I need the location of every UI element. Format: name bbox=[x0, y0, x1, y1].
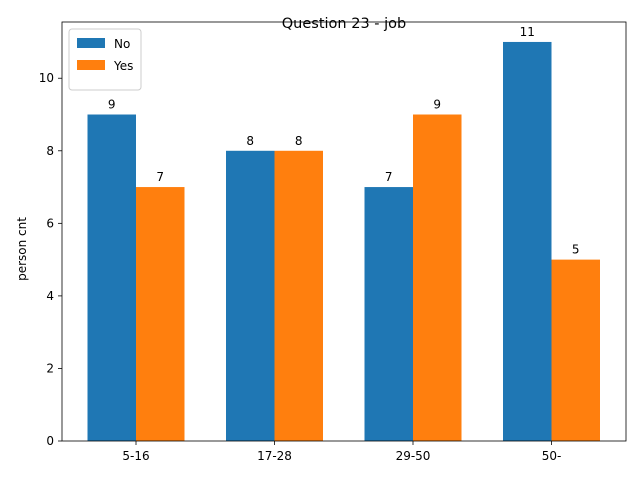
bar-no-1 bbox=[87, 114, 136, 441]
plot-frame bbox=[61, 21, 627, 442]
bar-yes-2 bbox=[274, 150, 323, 441]
bar-no-2 bbox=[226, 150, 275, 441]
data-label-yes-1: 7 bbox=[156, 170, 164, 184]
bar-yes-1 bbox=[136, 187, 185, 441]
bar-no-4 bbox=[503, 41, 552, 441]
y-tick-label-0: 0 bbox=[46, 434, 54, 448]
x-tick-label-3: 29-50 bbox=[396, 449, 431, 463]
y-tick-label-10: 10 bbox=[39, 71, 54, 85]
data-label-no-4: 11 bbox=[520, 25, 535, 39]
legend-swatch-yes bbox=[77, 60, 105, 70]
legend-label-no: No bbox=[114, 37, 130, 51]
y-tick-label-2: 2 bbox=[46, 361, 54, 375]
x-tick-label-4: 50- bbox=[542, 449, 562, 463]
legend-swatch-no bbox=[77, 38, 105, 48]
data-label-yes-3: 9 bbox=[433, 98, 441, 112]
data-label-no-2: 8 bbox=[246, 134, 254, 148]
y-tick-label-4: 4 bbox=[46, 289, 54, 303]
bar-yes-4 bbox=[551, 259, 600, 441]
legend-label-yes: Yes bbox=[113, 59, 133, 73]
y-axis-label: person cnt bbox=[15, 217, 29, 281]
bar-no-3 bbox=[364, 187, 413, 441]
x-tick-label-2: 17-28 bbox=[257, 449, 292, 463]
y-tick-label-6: 6 bbox=[46, 216, 54, 230]
data-label-no-1: 9 bbox=[108, 98, 116, 112]
data-label-yes-4: 5 bbox=[572, 243, 580, 257]
legend: No Yes bbox=[68, 28, 142, 91]
x-tick-label-1: 5-16 bbox=[122, 449, 149, 463]
y-tick-label-8: 8 bbox=[46, 144, 54, 158]
plot-area: 9 8 7 11 7 8 9 5 0 2 4 6 8 10 5-16 17-28 29-50 50- bbox=[39, 21, 627, 463]
bar-yes-3 bbox=[413, 114, 462, 441]
data-label-no-3: 7 bbox=[385, 170, 393, 184]
data-label-yes-2: 8 bbox=[295, 134, 303, 148]
chart-title: Question 23 - job bbox=[282, 16, 406, 32]
